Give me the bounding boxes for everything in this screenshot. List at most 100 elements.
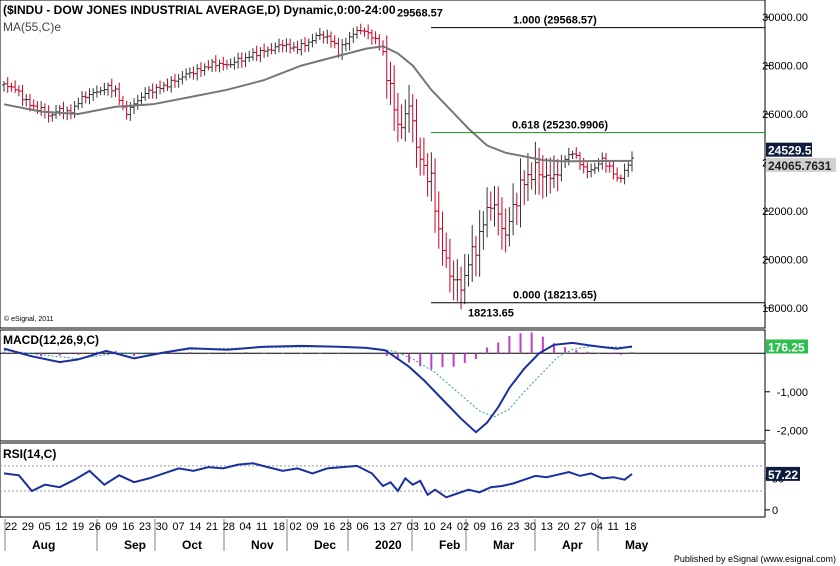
- price-bar: [522, 170, 527, 206]
- price-bar: [276, 38, 281, 53]
- price-bar: [477, 210, 482, 277]
- price-bar: [288, 38, 293, 54]
- x-day-label: 10: [423, 521, 435, 533]
- fib-level-label: 0.618 (25230.9906): [512, 120, 608, 132]
- macd-histogram-bar: [244, 352, 247, 354]
- x-day-label: 30: [156, 521, 168, 533]
- rsi-title: RSI(14,C): [3, 447, 56, 461]
- x-month-label: Aug: [32, 538, 55, 552]
- x-month-label: Dec: [314, 538, 336, 552]
- price-bar: [232, 56, 237, 70]
- price-bar: [615, 167, 620, 182]
- price-bar: [444, 232, 449, 268]
- moving-average-line: [3, 45, 633, 163]
- x-day-label: 02: [290, 521, 302, 533]
- price-bar: [392, 65, 397, 131]
- price-bar: [291, 41, 296, 52]
- price-bar: [533, 141, 538, 195]
- price-bar: [373, 31, 378, 45]
- rsi-line: [3, 462, 633, 499]
- macd-histogram-bar: [463, 353, 466, 363]
- price-bar: [537, 147, 542, 195]
- price-bar: [529, 162, 534, 190]
- price-bar: [262, 43, 267, 58]
- price-bar: [31, 99, 36, 111]
- macd-line: [3, 341, 633, 434]
- macd-histogram-bar: [170, 352, 173, 354]
- price-bar: [202, 63, 207, 76]
- price-bar: [24, 94, 29, 107]
- price-bar: [139, 92, 144, 106]
- price-bar: [247, 50, 252, 62]
- price-bar: [388, 61, 393, 105]
- price-bar: [622, 163, 627, 185]
- price-y-tick-label: 28000.00: [762, 61, 808, 73]
- price-bar: [146, 86, 151, 99]
- price-bar: [418, 137, 423, 176]
- price-bar: [284, 38, 289, 53]
- macd-histogram-bar: [631, 352, 633, 354]
- price-bar: [540, 155, 545, 199]
- price-bar: [221, 56, 226, 71]
- macd-histogram-bar: [337, 353, 340, 355]
- rsi-last-value: 57.22: [768, 468, 798, 482]
- price-bar: [16, 85, 21, 97]
- macd-histogram-bar: [318, 352, 321, 354]
- price-bar: [5, 77, 10, 93]
- price-bar: [496, 186, 501, 236]
- x-day-label: 24: [440, 521, 452, 533]
- price-bar: [433, 158, 438, 233]
- macd-histogram-bar: [541, 336, 544, 354]
- price-bar: [150, 83, 155, 99]
- price-bar: [94, 85, 99, 98]
- macd-histogram-bar: [396, 353, 399, 360]
- price-bar: [113, 85, 118, 98]
- price-bar: [176, 74, 181, 88]
- x-day-label: 07: [172, 521, 184, 533]
- price-bar: [466, 254, 471, 287]
- footer-credit: Published by eSignal (www.esignal.com): [674, 554, 836, 564]
- price-bar: [206, 60, 211, 71]
- x-day-label: 04: [239, 521, 251, 533]
- price-bar: [589, 163, 594, 178]
- watermark: © eSignal, 2011: [4, 315, 54, 323]
- price-bar: [455, 259, 460, 302]
- macd-y-tick-label: -1,000: [777, 387, 808, 399]
- macd-histogram-bar: [114, 350, 117, 354]
- swing-low-label: 18213.65: [468, 308, 514, 320]
- price-bar: [91, 87, 96, 101]
- price-bar: [410, 94, 415, 143]
- x-day-label: 28: [223, 521, 235, 533]
- x-day-label: 18: [273, 521, 285, 533]
- macd-histogram-bar: [188, 352, 191, 354]
- price-bar: [403, 99, 408, 142]
- x-day-label: 13: [373, 521, 385, 533]
- macd-histogram-bar: [452, 353, 455, 367]
- fib-level-label: 1.000 (29568.57): [513, 15, 597, 27]
- x-day-label: 23: [139, 521, 151, 533]
- x-day-label: 19: [72, 521, 84, 533]
- price-bar: [224, 59, 229, 70]
- price-bar: [574, 147, 579, 159]
- x-day-label: 09: [306, 521, 318, 533]
- price-bar: [566, 147, 571, 166]
- chart-title: ($INDU - DOW JONES INDUSTRIAL AVERAGE,D)…: [3, 3, 396, 17]
- price-bar: [525, 153, 530, 201]
- price-bar: [273, 42, 278, 55]
- price-bar: [351, 27, 356, 43]
- price-bar: [611, 161, 616, 180]
- macd-histogram-bar: [564, 347, 567, 354]
- x-day-label: 23: [340, 521, 352, 533]
- price-bar: [9, 82, 14, 92]
- price-bar: [310, 33, 315, 48]
- price-bar: [421, 137, 426, 176]
- price-bar: [243, 52, 248, 68]
- price-bar: [407, 84, 412, 133]
- price-bar: [102, 82, 107, 96]
- macd-histogram-bar: [408, 353, 411, 363]
- price-bar: [258, 47, 263, 63]
- macd-histogram-bar: [552, 343, 555, 354]
- x-month-label: May: [625, 538, 649, 552]
- price-y-tick-label: 22000.00: [762, 206, 808, 218]
